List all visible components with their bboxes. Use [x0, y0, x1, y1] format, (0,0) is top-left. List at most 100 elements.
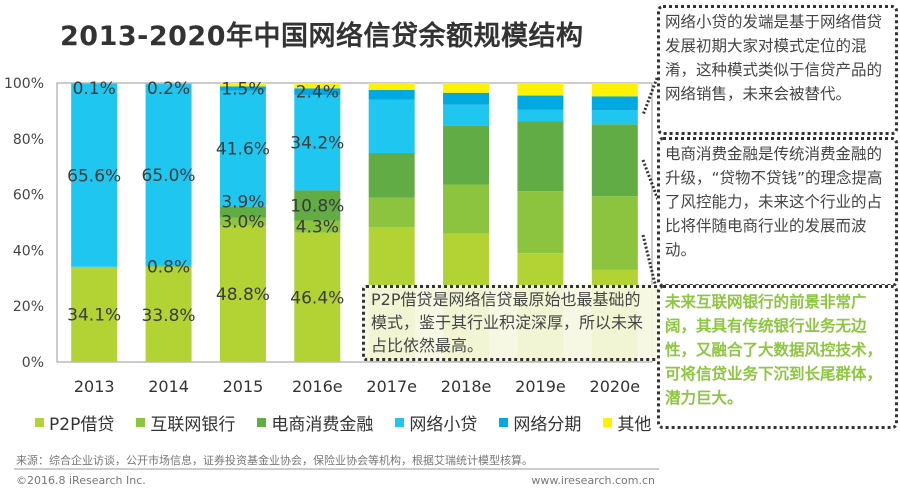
source-text: 来源：综合企业访谈，公开市场信息，证券投资基金业协会，保险业协会等机构，根据艾瑞…	[16, 454, 533, 467]
y-tick-label: 80%	[13, 132, 44, 148]
data-label: 3.9%	[221, 193, 264, 213]
bar-segment	[591, 83, 638, 97]
x-tick-label: 2013	[74, 377, 115, 396]
x-tick-label: 2015	[223, 377, 264, 396]
y-tick-label: 20%	[13, 299, 44, 315]
legend-label: 电商消费金融	[271, 415, 374, 435]
bar-segment	[591, 124, 638, 197]
x-tick-label: 2014	[148, 377, 189, 396]
data-label: 34.2%	[290, 134, 344, 154]
bar-segment	[294, 88, 341, 95]
y-tick-label: 60%	[13, 188, 44, 204]
legend-label: 网络分期	[513, 415, 582, 435]
y-tick-label: 100%	[4, 76, 44, 92]
bar-segment	[443, 104, 490, 126]
bar-segment	[294, 94, 341, 191]
bar-segment	[145, 265, 192, 268]
data-label: 65.6%	[67, 166, 121, 186]
bar-segment	[219, 86, 266, 91]
bar-segment	[145, 83, 192, 85]
data-label: 4.3%	[296, 218, 339, 238]
bar-segment	[219, 206, 266, 218]
bar-segment	[591, 110, 638, 125]
bar-segment	[294, 232, 341, 362]
chart-title: 2013-2020年中国网络信贷余额规模结构	[60, 21, 584, 52]
bar-segment	[145, 267, 192, 362]
bar-segment	[368, 99, 415, 154]
plot-frame	[56, 82, 653, 363]
footer-divider	[14, 468, 659, 470]
data-label: 0.8%	[147, 258, 190, 278]
bar-segment	[591, 196, 638, 270]
legend-swatch	[499, 418, 509, 427]
bar-segment	[368, 153, 415, 198]
legend-item: 互联网银行	[136, 410, 235, 435]
y-tick-label: 40%	[13, 243, 44, 259]
copyright: ©2016.8 iResearch Inc.	[16, 474, 146, 487]
bar-segment	[145, 84, 192, 266]
x-tick-label: 2020e	[590, 377, 641, 396]
data-label: 33.8%	[142, 306, 196, 326]
bar-segment	[294, 83, 341, 89]
legend-label: 其他	[617, 415, 652, 435]
data-label: 3.0%	[221, 213, 264, 233]
legend-item: 其他	[603, 410, 651, 435]
connector-line	[641, 77, 659, 116]
bar-segment	[294, 190, 341, 221]
connector-line	[641, 234, 661, 301]
legend: P2P借贷 互联网银行 电商消费金融 网络小贷 网络分期 其他	[35, 410, 673, 435]
bar-segment	[443, 83, 490, 93]
legend-item: 网络分期	[499, 410, 581, 435]
data-label: 46.4%	[290, 288, 344, 308]
bar-segment	[219, 83, 266, 87]
bar-segment	[219, 225, 266, 362]
data-label: 10.8%	[290, 196, 344, 216]
legend-swatch	[257, 418, 267, 427]
bar-segment	[368, 89, 415, 100]
legend-swatch	[35, 418, 44, 427]
bar-segment	[517, 83, 564, 96]
legend-label: P2P借贷	[49, 415, 115, 435]
legend-item: 电商消费金融	[257, 410, 373, 435]
note-xiaodai: 网络小贷的发端是基于网络借贷发展初期大家对模式定位的混淆，这种模式类似于信贷产品…	[657, 5, 898, 135]
data-label: 65.0%	[142, 166, 196, 186]
bar-segment	[71, 83, 118, 84]
note-ecommerce: 电商消费金融是传统消费金融的升级，“贷物不贷钱”的理念提高了风控能力，未来这个行…	[657, 137, 898, 287]
bar-segment	[219, 90, 266, 207]
bar-segment	[443, 125, 490, 185]
data-label: 34.1%	[67, 305, 121, 325]
bar-segment	[517, 191, 564, 254]
bar-segment	[443, 184, 490, 234]
legend-swatch	[395, 418, 405, 427]
legend-label: 网络小贷	[409, 415, 478, 435]
legend-swatch	[136, 418, 146, 427]
note-p2p: P2P借贷是网络信贷最原始也最基础的模式，鉴于其行业积淀深厚，所以未来占比依然最…	[362, 285, 662, 361]
x-tick-label: 2016e	[292, 377, 343, 396]
note-bank: 未来互联网银行的前景非常广阔，其具有传统银行业务无边性，又融合了大数据风控技术，…	[657, 285, 898, 429]
bar-segment	[591, 96, 638, 111]
legend-item: 网络小贷	[395, 410, 477, 435]
legend-swatch	[603, 418, 613, 427]
bar-segment	[517, 121, 564, 192]
bar-segment	[368, 83, 415, 90]
bar-segment	[71, 83, 118, 267]
bar-segment	[517, 109, 564, 122]
bar-segment	[219, 217, 266, 226]
data-label: 0.2%	[147, 79, 190, 99]
bar-segment	[145, 83, 192, 84]
legend-item: P2P借贷	[35, 410, 114, 435]
legend-label: 互联网银行	[150, 415, 236, 435]
bar-segment	[443, 92, 490, 105]
bar-segment	[368, 197, 415, 227]
x-tick-label: 2018e	[441, 377, 492, 396]
bar-segment	[71, 266, 118, 362]
x-tick-label: 2019e	[515, 377, 566, 396]
bar-segment	[294, 220, 341, 233]
website: www.iresearch.com.cn	[531, 474, 655, 487]
data-label: 0.1%	[73, 79, 116, 99]
data-label: 1.5%	[221, 79, 264, 99]
y-tick-label: 0%	[22, 355, 44, 371]
bar-segment	[517, 95, 564, 110]
data-label: 48.8%	[216, 285, 270, 305]
data-label: 41.6%	[216, 140, 270, 160]
